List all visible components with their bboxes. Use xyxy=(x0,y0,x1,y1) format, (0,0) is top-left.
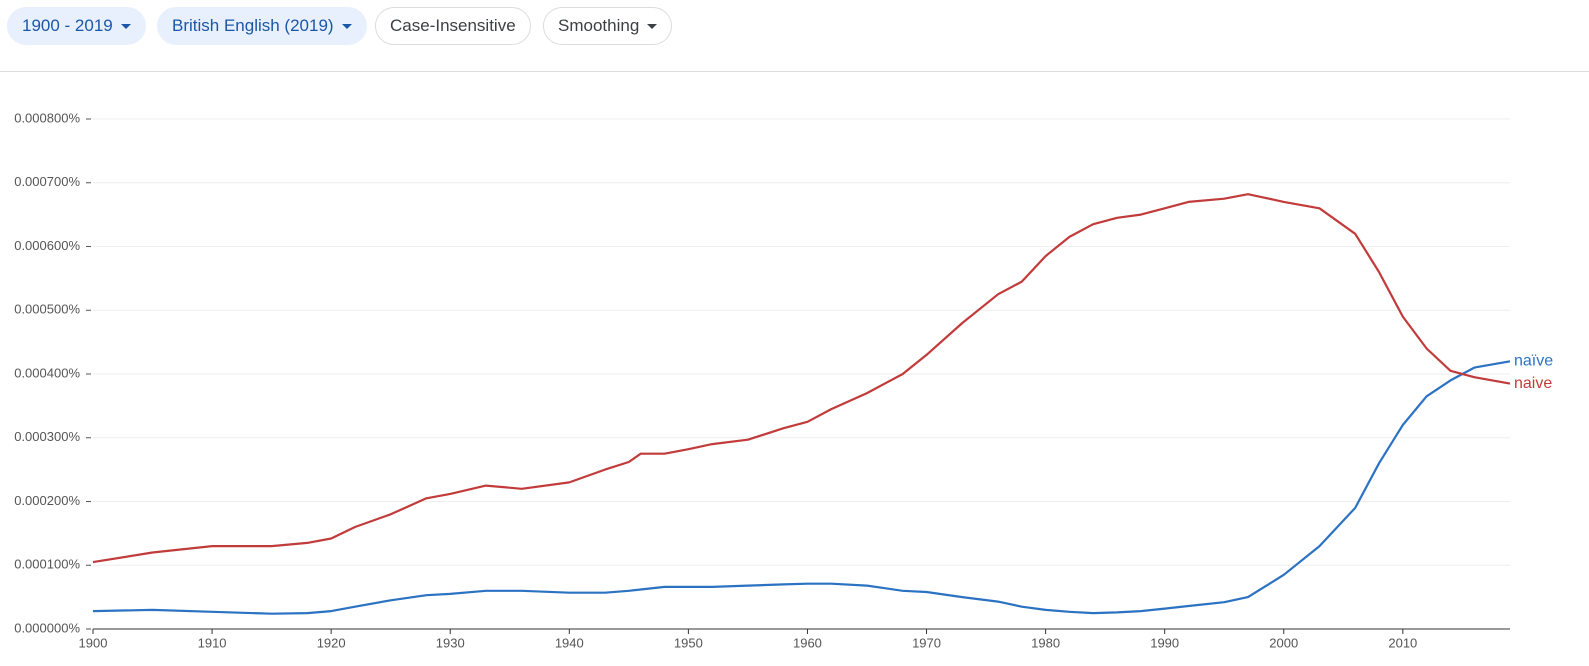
x-tick-label: 2000 xyxy=(1269,635,1298,650)
series-label: naive xyxy=(1514,375,1552,392)
control-button[interactable]: Case-Insensitive xyxy=(375,7,531,45)
control-label: British English (2019) xyxy=(172,16,334,35)
control-label: Case-Insensitive xyxy=(390,16,516,35)
control-label: 1900 - 2019 xyxy=(22,16,113,35)
y-tick-label: 0.000300% xyxy=(14,429,80,444)
x-tick-label: 1980 xyxy=(1031,635,1060,650)
x-tick-label: 1930 xyxy=(436,635,465,650)
x-tick-label: 1950 xyxy=(674,635,703,650)
x-tick-label: 1970 xyxy=(912,635,941,650)
dropdown-arrow xyxy=(647,23,658,29)
dropdown-arrow xyxy=(120,23,131,29)
control-button[interactable]: Smoothing xyxy=(543,7,673,45)
x-tick-label: 1910 xyxy=(198,635,227,650)
control-button[interactable]: British English (2019) xyxy=(157,7,367,45)
x-tick-label: 2010 xyxy=(1388,635,1417,650)
series-line xyxy=(92,193,1511,564)
series-line xyxy=(92,360,1511,615)
y-tick-label: 0.000600% xyxy=(14,238,80,253)
y-tick-label: 0.000100% xyxy=(14,557,80,572)
y-tick-label: 0.000500% xyxy=(14,302,80,317)
y-tick-label: 0.000400% xyxy=(14,365,80,380)
toolbar: 1900 - 2019 British English (2019) Case-In… xyxy=(0,0,1589,72)
x-tick-label: 1920 xyxy=(317,635,346,650)
x-tick-label: 1960 xyxy=(793,635,822,650)
series-label: naïve xyxy=(1514,352,1553,369)
x-tick-label: 1900 xyxy=(79,635,108,650)
x-tick-label: 1990 xyxy=(1150,635,1179,650)
y-tick-label: 0.000700% xyxy=(14,174,80,189)
x-tick-label: 1940 xyxy=(555,635,584,650)
dropdown-arrow xyxy=(341,23,352,29)
y-tick-label: 0.000800% xyxy=(14,110,80,125)
y-tick-label: 0.000200% xyxy=(14,493,80,508)
control-button[interactable]: 1900 - 2019 xyxy=(7,7,146,45)
y-tick-label: 0.000000% xyxy=(14,620,80,635)
control-label: Smoothing xyxy=(558,16,640,35)
